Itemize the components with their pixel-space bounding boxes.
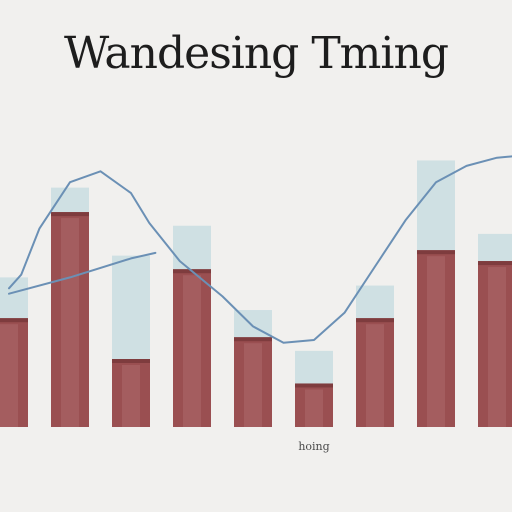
bar-top-1 bbox=[51, 212, 89, 217]
bar-top-5 bbox=[295, 383, 333, 388]
bar-top-6 bbox=[356, 318, 394, 323]
bar-top-0 bbox=[0, 318, 28, 323]
tick-labels: hoing bbox=[298, 440, 329, 453]
bar-top-4 bbox=[234, 337, 272, 342]
bar-0 bbox=[0, 318, 28, 427]
bar-segments bbox=[0, 212, 512, 427]
tick-label-5: hoing bbox=[298, 440, 329, 453]
bar-highlight-4 bbox=[244, 343, 262, 427]
bar-5 bbox=[295, 383, 333, 427]
bar-highlight-5 bbox=[305, 389, 323, 427]
bar-highlight-7 bbox=[427, 256, 445, 427]
chart-title: Wandesing Tming bbox=[64, 28, 449, 79]
bar-7 bbox=[417, 250, 455, 427]
bar-highlight-0 bbox=[0, 324, 18, 427]
bar-8 bbox=[478, 261, 512, 427]
trend-line-secondary bbox=[8, 251, 157, 295]
bar-top-2 bbox=[112, 359, 150, 363]
bar-highlight-8 bbox=[488, 267, 506, 427]
bar-1 bbox=[51, 212, 89, 427]
bar-highlight-3 bbox=[183, 275, 201, 427]
bar-top-7 bbox=[417, 250, 455, 255]
trend-line-main bbox=[8, 155, 512, 344]
bar-4 bbox=[234, 337, 272, 427]
bar-2 bbox=[112, 359, 150, 427]
bar-6 bbox=[356, 318, 394, 427]
bar-highlight-6 bbox=[366, 324, 384, 427]
bar-top-8 bbox=[478, 261, 512, 266]
trend-lines bbox=[8, 155, 512, 344]
bar-3 bbox=[173, 269, 211, 427]
bar-highlight-1 bbox=[61, 218, 79, 427]
bar-highlight-2 bbox=[122, 365, 140, 427]
